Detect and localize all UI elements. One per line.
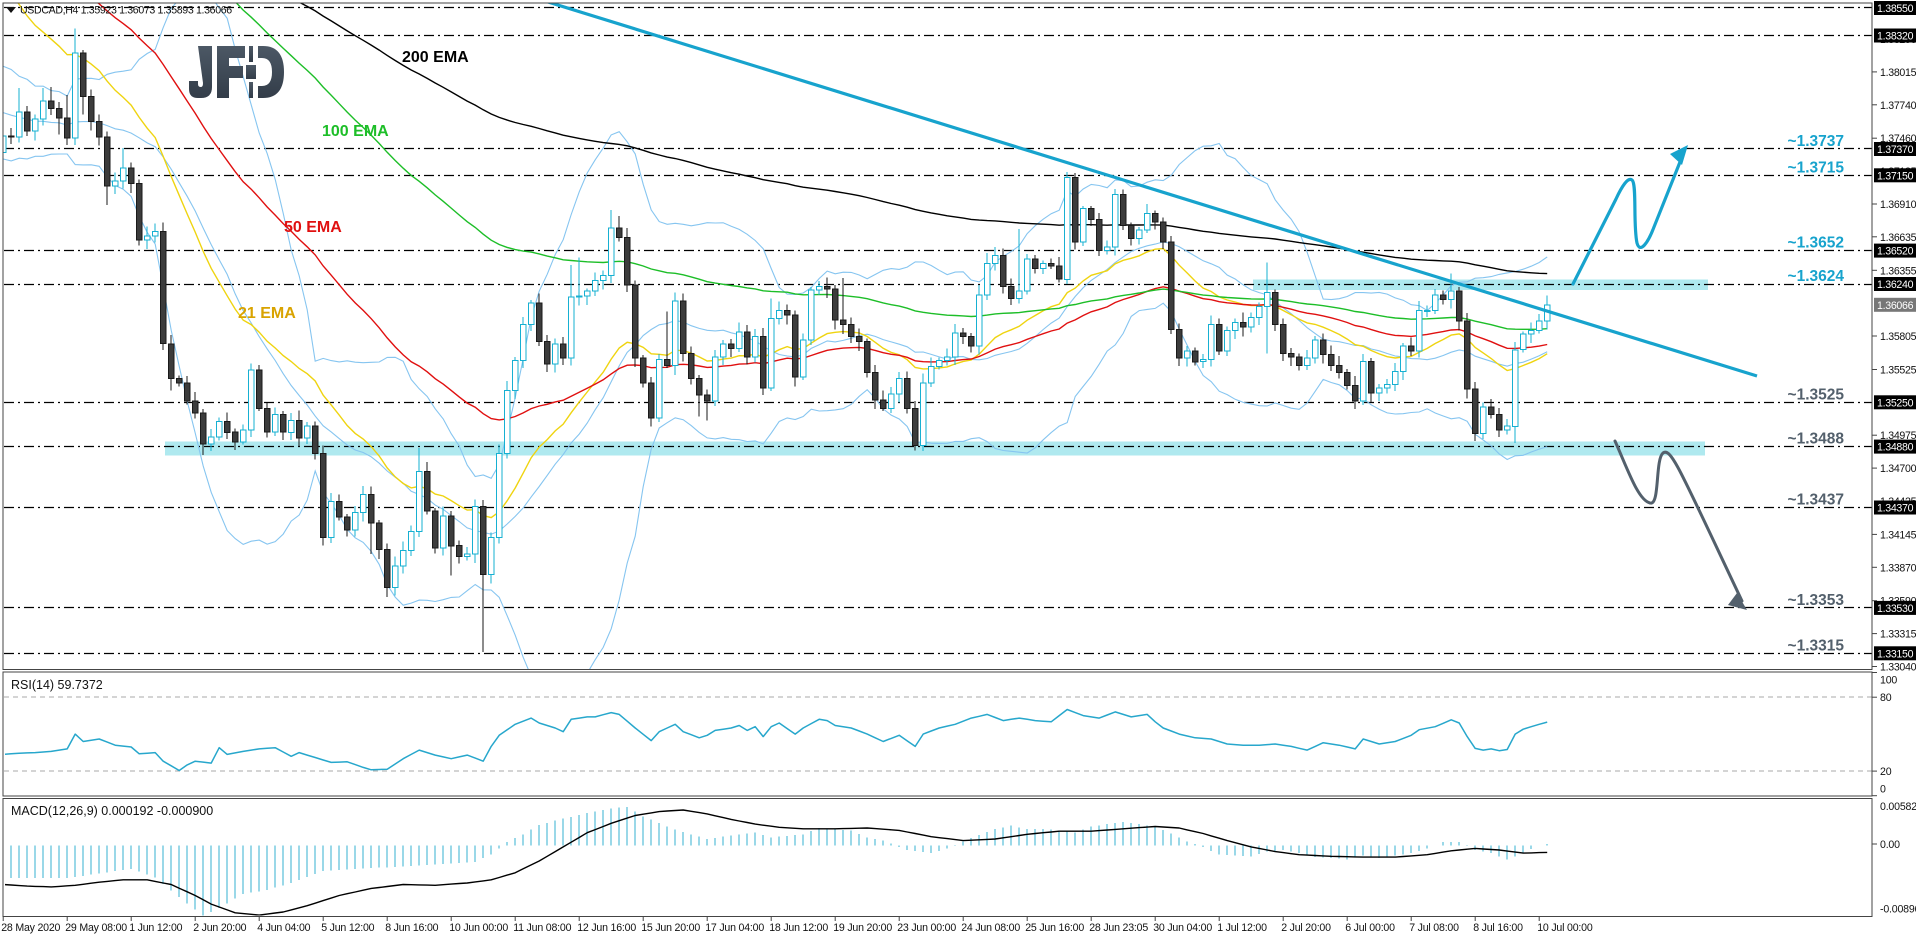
svg-text:1.36355: 1.36355 — [1880, 265, 1916, 277]
svg-text:29 May 08:00: 29 May 08:00 — [65, 922, 127, 934]
svg-text:1.37150: 1.37150 — [1877, 170, 1914, 182]
svg-text:1.36240: 1.36240 — [1877, 279, 1914, 291]
svg-text:~1.3525: ~1.3525 — [1788, 386, 1845, 403]
svg-text:10 Jul 00:00: 10 Jul 00:00 — [1537, 922, 1593, 934]
svg-text:1.38320: 1.38320 — [1877, 31, 1914, 43]
svg-text:1.37740: 1.37740 — [1880, 100, 1916, 112]
svg-text:7 Jul 08:00: 7 Jul 08:00 — [1409, 922, 1459, 934]
svg-text:~1.3715: ~1.3715 — [1788, 159, 1845, 176]
svg-text:8 Jul 16:00: 8 Jul 16:00 — [1473, 922, 1523, 934]
svg-text:1 Jul 12:00: 1 Jul 12:00 — [1217, 922, 1267, 934]
svg-text:28 May 2020: 28 May 2020 — [1, 922, 60, 934]
svg-text:1.36635: 1.36635 — [1880, 232, 1916, 244]
svg-text:~1.3488: ~1.3488 — [1788, 431, 1845, 448]
svg-text:2 Jun 20:00: 2 Jun 20:00 — [193, 922, 246, 934]
svg-text:1.37370: 1.37370 — [1877, 144, 1914, 156]
svg-text:8 Jun 16:00: 8 Jun 16:00 — [385, 922, 438, 934]
svg-text:1.34880: 1.34880 — [1877, 442, 1914, 454]
svg-text:100: 100 — [1880, 675, 1897, 687]
svg-text:4 Jun 04:00: 4 Jun 04:00 — [257, 922, 310, 934]
svg-text:RSI(14) 59.7372: RSI(14) 59.7372 — [11, 678, 103, 692]
svg-text:1 Jun 12:00: 1 Jun 12:00 — [129, 922, 182, 934]
svg-text:80: 80 — [1880, 692, 1892, 704]
svg-text:~1.3437: ~1.3437 — [1788, 492, 1844, 509]
svg-text:28 Jun 23:05: 28 Jun 23:05 — [1089, 922, 1148, 934]
svg-text:1.36520: 1.36520 — [1877, 246, 1914, 258]
svg-text:24 Jun 08:00: 24 Jun 08:00 — [961, 922, 1020, 934]
svg-text:100 EMA: 100 EMA — [322, 123, 389, 140]
svg-text:19 Jun 20:00: 19 Jun 20:00 — [833, 922, 892, 934]
svg-text:25 Jun 16:00: 25 Jun 16:00 — [1025, 922, 1084, 934]
svg-text:1.38015: 1.38015 — [1880, 67, 1916, 79]
svg-text:1.38550: 1.38550 — [1877, 3, 1914, 15]
svg-text:0.005826: 0.005826 — [1880, 801, 1916, 813]
svg-text:50 EMA: 50 EMA — [284, 219, 342, 236]
svg-text:1.34370: 1.34370 — [1877, 503, 1914, 515]
svg-text:1.33870: 1.33870 — [1880, 562, 1916, 574]
svg-text:1.33315: 1.33315 — [1880, 629, 1916, 641]
svg-text:1.33040: 1.33040 — [1880, 662, 1916, 674]
svg-text:2 Jul 20:00: 2 Jul 20:00 — [1281, 922, 1331, 934]
svg-text:MACD(12,26,9) 0.000192 -0.0009: MACD(12,26,9) 0.000192 -0.000900 — [11, 804, 213, 818]
svg-text:30 Jun 04:00: 30 Jun 04:00 — [1153, 922, 1212, 934]
svg-text:0.00: 0.00 — [1880, 839, 1900, 851]
svg-text:1.33530: 1.33530 — [1877, 603, 1914, 615]
svg-text:5 Jun 12:00: 5 Jun 12:00 — [321, 922, 374, 934]
svg-text:200 EMA: 200 EMA — [402, 49, 469, 66]
svg-text:21 EMA: 21 EMA — [238, 305, 296, 322]
svg-text:~1.3737: ~1.3737 — [1788, 133, 1844, 150]
svg-text:1.35805: 1.35805 — [1880, 331, 1916, 343]
svg-text:23 Jun 00:00: 23 Jun 00:00 — [897, 922, 956, 934]
svg-text:15 Jun 20:00: 15 Jun 20:00 — [641, 922, 700, 934]
svg-text:1.34975: 1.34975 — [1880, 430, 1916, 442]
svg-text:20: 20 — [1880, 766, 1892, 778]
svg-text:1.34700: 1.34700 — [1880, 463, 1916, 475]
svg-text:10 Jun 00:00: 10 Jun 00:00 — [449, 922, 508, 934]
svg-text:USDCAD,H4 1.35923 1.36073 1.35: USDCAD,H4 1.35923 1.36073 1.35893 1.3606… — [20, 5, 232, 17]
svg-text:1.36066: 1.36066 — [1877, 300, 1914, 312]
svg-text:0: 0 — [1880, 784, 1886, 796]
svg-text:1.35525: 1.35525 — [1880, 365, 1916, 377]
svg-text:1.33150: 1.33150 — [1877, 648, 1914, 660]
svg-text:1.36910: 1.36910 — [1880, 199, 1916, 211]
svg-text:~1.3652: ~1.3652 — [1788, 235, 1844, 252]
svg-text:-0.00896: -0.00896 — [1880, 904, 1916, 916]
svg-text:~1.3353: ~1.3353 — [1788, 592, 1845, 609]
svg-text:11 Jun 08:00: 11 Jun 08:00 — [513, 922, 571, 934]
svg-text:~1.3624: ~1.3624 — [1788, 268, 1845, 285]
svg-text:6 Jul 00:00: 6 Jul 00:00 — [1345, 922, 1395, 934]
svg-text:17 Jun 04:00: 17 Jun 04:00 — [705, 922, 764, 934]
svg-text:1.35250: 1.35250 — [1877, 397, 1914, 409]
svg-text:18 Jun 12:00: 18 Jun 12:00 — [769, 922, 828, 934]
svg-text:~1.3315: ~1.3315 — [1788, 637, 1845, 654]
svg-text:1.34145: 1.34145 — [1880, 529, 1916, 541]
svg-text:12 Jun 16:00: 12 Jun 16:00 — [577, 922, 636, 934]
